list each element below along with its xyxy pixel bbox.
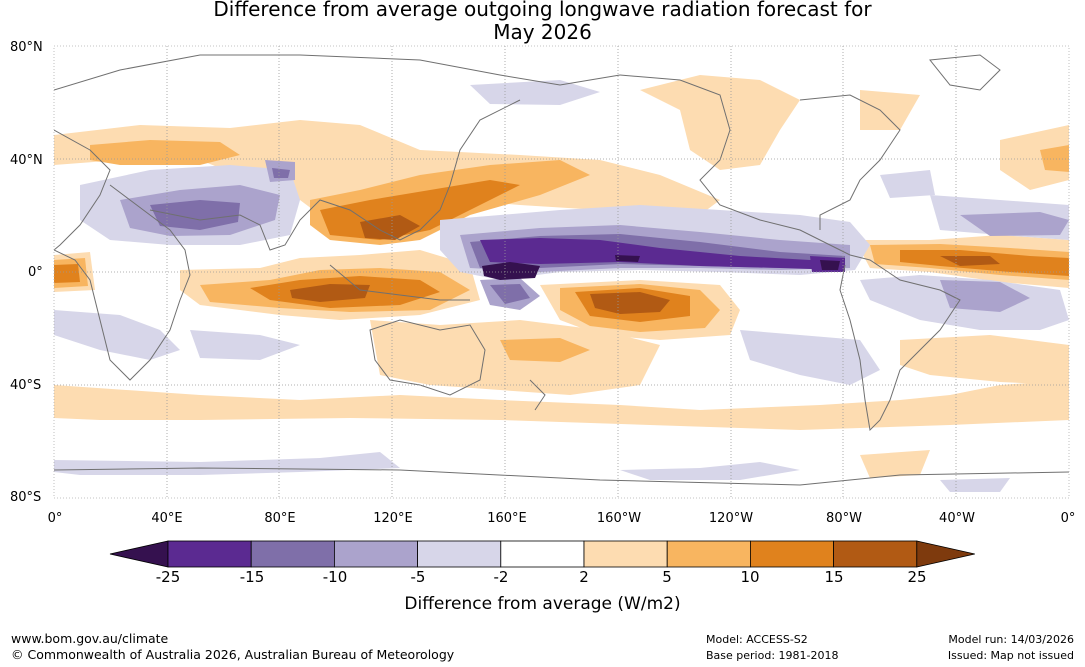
colorbar-swatch bbox=[833, 540, 918, 568]
lon-label-120w: 120°W bbox=[708, 511, 754, 526]
anomaly-field bbox=[54, 75, 1069, 492]
lon-label-120e: 120°E bbox=[373, 511, 413, 526]
africa-coast bbox=[54, 184, 191, 381]
lat-label-40n: 40°N bbox=[10, 153, 43, 168]
coastlines bbox=[54, 54, 1069, 486]
graticule bbox=[54, 46, 1069, 498]
lon-label-80e: 80°E bbox=[264, 511, 296, 526]
colorbar-extend-low bbox=[109, 540, 169, 568]
antarctica bbox=[54, 467, 1069, 486]
lat-label-80n: 80°N bbox=[10, 40, 43, 55]
lat-label-80s: 80°S bbox=[10, 490, 42, 505]
map-title-line2: May 2026 bbox=[493, 20, 592, 44]
eurasia-north-coast bbox=[54, 54, 621, 91]
footer-url[interactable]: www.bom.gov.au/climate bbox=[11, 631, 169, 646]
lat-label-40s: 40°S bbox=[10, 378, 42, 393]
colorbar-swatch bbox=[333, 540, 418, 568]
colorbar-swatch bbox=[750, 540, 835, 568]
anomaly-15-25 bbox=[290, 215, 1000, 314]
footer-base-period: Base period: 1981-2018 bbox=[706, 649, 839, 662]
lon-label-160e: 160°E bbox=[487, 511, 527, 526]
map-frame bbox=[53, 45, 1070, 499]
colorbar-tick-label: 15 bbox=[824, 568, 844, 586]
colorbar-extend-high bbox=[916, 540, 975, 568]
colorbar-tick-label: -2 bbox=[493, 568, 509, 586]
greenland bbox=[929, 54, 1001, 91]
colorbar-swatch bbox=[666, 540, 751, 568]
colorbar-tick-label: 25 bbox=[907, 568, 927, 586]
lon-label-40e: 40°E bbox=[151, 511, 183, 526]
footer-copyright: © Commonwealth of Australia 2026, Austra… bbox=[11, 647, 455, 662]
colorbar-tick-label: 2 bbox=[579, 568, 589, 586]
lon-label-0: 0° bbox=[47, 511, 63, 526]
lon-label-160w: 160°W bbox=[596, 511, 642, 526]
colorbar bbox=[109, 540, 975, 568]
colorbar-swatch bbox=[583, 540, 668, 568]
colorbar-swatch bbox=[417, 540, 502, 568]
north-america-west-coast bbox=[619, 74, 851, 256]
lon-label-0-east: 0° bbox=[1060, 511, 1076, 526]
footer-issued: Issued: Map not issued bbox=[947, 649, 1074, 662]
asia-south-coast bbox=[149, 99, 521, 251]
africa-europe-west-coast bbox=[54, 129, 111, 251]
colorbar-tick-label: 10 bbox=[740, 568, 760, 586]
map-title-line1: Difference from average outgoing longwav… bbox=[213, 0, 872, 21]
colorbar-swatch bbox=[250, 540, 335, 568]
colorbar-tick-label: 5 bbox=[662, 568, 672, 586]
colorbar-tick-label: -25 bbox=[155, 568, 181, 586]
footer-model-run: Model run: 14/03/2026 bbox=[948, 633, 1074, 646]
colorbar-tick-label: -10 bbox=[322, 568, 348, 586]
anomaly-below-minus25 bbox=[482, 255, 840, 280]
lon-label-40w: 40°W bbox=[939, 511, 975, 526]
australia bbox=[369, 319, 486, 396]
colorbar-swatch bbox=[500, 540, 585, 568]
lon-label-80w: 80°W bbox=[826, 511, 862, 526]
colorbar-tick-label: -5 bbox=[410, 568, 426, 586]
indonesia bbox=[329, 264, 470, 301]
north-america-east-coast bbox=[799, 94, 901, 230]
lat-label-equator: 0° bbox=[28, 265, 43, 280]
colorbar-title: Difference from average (W/m2) bbox=[404, 594, 681, 614]
colorbar-swatch bbox=[167, 540, 252, 568]
colorbar-tick-label: -15 bbox=[239, 568, 265, 586]
footer-model: Model: ACCESS-S2 bbox=[706, 633, 808, 646]
